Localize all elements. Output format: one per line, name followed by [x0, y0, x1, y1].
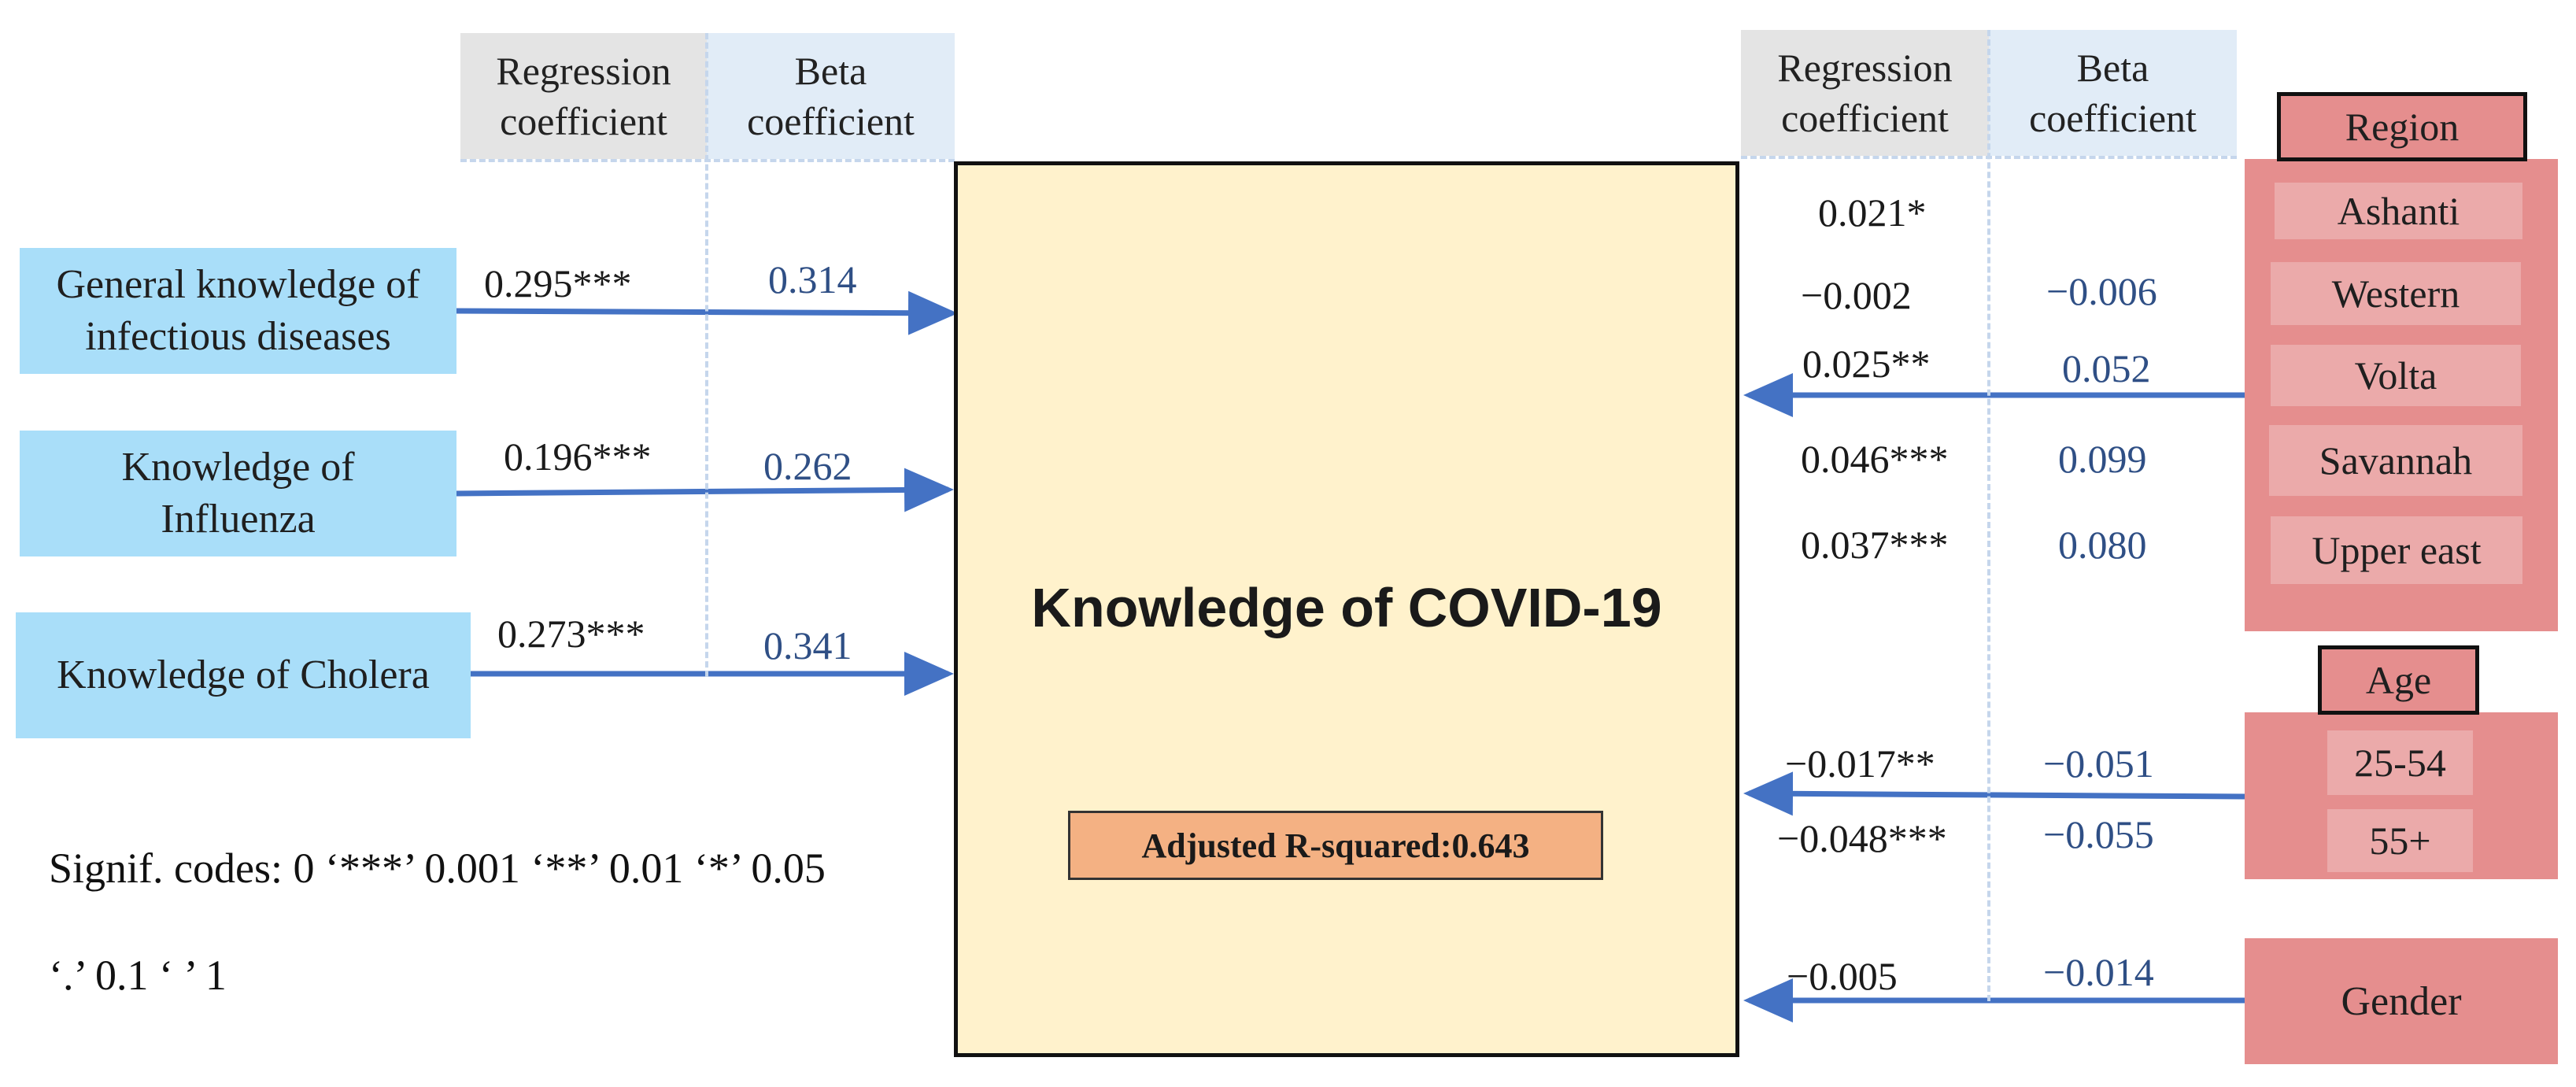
outcome-box	[954, 161, 1739, 1057]
arrow-age	[1743, 771, 2245, 816]
right-column-divider	[1987, 30, 1990, 1001]
left-column-divider	[705, 33, 708, 677]
right-beta-header: Beta coefficient	[1989, 30, 2237, 156]
arrow-influenza	[456, 468, 954, 512]
coef-beta-general-knowledge: 0.314	[768, 257, 857, 301]
region-level-ashanti: Ashanti	[2275, 183, 2522, 239]
left-header-rule	[460, 159, 955, 162]
coef-beta-age-25-54: −0.051	[2043, 741, 2154, 786]
coef-reg-cholera: 0.273***	[497, 612, 645, 656]
coef-beta-savannah: 0.099	[2058, 437, 2147, 481]
arrow-general-knowledge	[456, 290, 958, 335]
signif-codes-line1: Signif. codes: 0 ‘***’ 0.001 ‘**’ 0.01 ‘…	[49, 845, 826, 892]
region-level-upper-east: Upper east	[2271, 516, 2522, 584]
coef-reg-age-55-plus: −0.048***	[1777, 816, 1947, 860]
coef-beta-age-55-plus: −0.055	[2043, 812, 2154, 856]
predictor-influenza: Knowledge of Influenza	[20, 431, 456, 556]
coef-reg-ashanti: 0.021*	[1818, 190, 1927, 235]
region-level-volta: Volta	[2271, 345, 2521, 406]
region-title: Region	[2277, 92, 2527, 161]
coef-reg-gender: −0.005	[1787, 954, 1898, 998]
coef-reg-savannah: 0.046***	[1801, 437, 1949, 481]
coef-reg-influenza: 0.196***	[504, 434, 652, 479]
age-title: Age	[2318, 645, 2479, 715]
coef-beta-influenza: 0.262	[763, 444, 852, 488]
coef-beta-volta: 0.052	[2062, 346, 2151, 390]
coef-reg-general-knowledge: 0.295***	[484, 261, 632, 305]
coef-beta-western: −0.006	[2046, 269, 2157, 313]
coef-beta-gender: −0.014	[2043, 950, 2154, 994]
coef-beta-cholera: 0.341	[763, 623, 852, 667]
adjusted-r-squared-box: Adjusted R-squared:0.643	[1068, 811, 1603, 880]
coef-reg-volta: 0.025**	[1802, 342, 1931, 386]
coef-reg-upper-east: 0.037***	[1801, 523, 1949, 567]
region-level-savannah: Savannah	[2269, 425, 2522, 496]
right-header-rule	[1741, 156, 2237, 159]
left-regression-header: Regression coefficient	[460, 33, 707, 159]
gender-box: Gender	[2245, 938, 2558, 1064]
signif-codes-line2: ‘.’ 0.1 ‘ ’ 1	[49, 952, 227, 999]
age-level-55-plus: 55+	[2327, 809, 2473, 872]
right-regression-header: Regression coefficient	[1741, 30, 1989, 156]
predictor-general-knowledge: General knowledge of infectious diseases	[20, 248, 456, 374]
region-level-western: Western	[2271, 262, 2521, 325]
coef-reg-western: −0.002	[1801, 273, 1912, 317]
coef-reg-age-25-54: −0.017**	[1785, 741, 1935, 786]
coef-beta-upper-east: 0.080	[2058, 523, 2147, 567]
outcome-title: Knowledge of COVID-19	[1031, 577, 1662, 638]
age-level-25-54: 25-54	[2327, 730, 2473, 795]
left-beta-header: Beta coefficient	[707, 33, 955, 159]
predictor-cholera: Knowledge of Cholera	[16, 612, 471, 738]
